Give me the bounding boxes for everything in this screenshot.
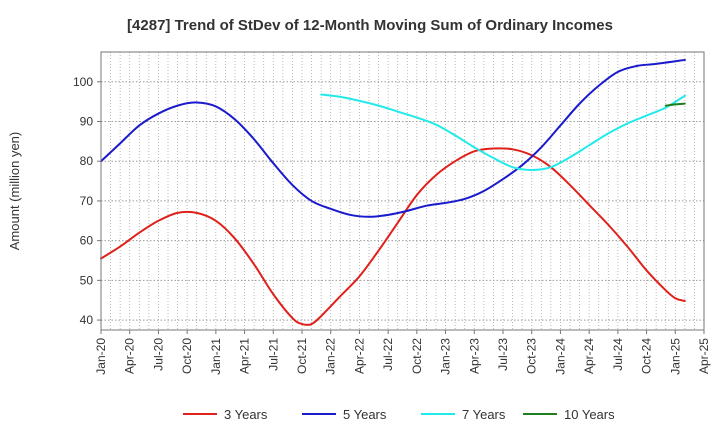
- chart-title: [4287] Trend of StDev of 12-Month Moving…: [127, 17, 613, 34]
- legend-label: 10 Years: [564, 407, 615, 422]
- x-tick-label: Jul-22: [381, 338, 395, 371]
- series-line-2: [100, 58, 686, 218]
- y-tick-label: 50: [80, 273, 94, 287]
- grid: [101, 52, 704, 330]
- legend-label: 7 Years: [462, 407, 506, 422]
- x-tick-label: Apr-23: [467, 338, 481, 374]
- x-axis-ticks: Jan-20 Apr-20 Jul-20 Oct-20 Jan-21 Apr-21 Jul-…: [94, 330, 711, 375]
- y-tick-label: 60: [80, 234, 94, 248]
- series-lines: [100, 58, 686, 326]
- x-tick-label: Jul-20: [151, 338, 165, 371]
- x-tick-label: Oct-23: [525, 338, 539, 374]
- y-tick-label: 40: [80, 313, 94, 327]
- x-tick-label: Apr-20: [123, 338, 137, 374]
- x-tick-label: Apr-21: [238, 338, 252, 374]
- x-tick-label: Jan-22: [324, 338, 338, 375]
- x-tick-label: Jan-24: [553, 338, 567, 375]
- x-tick-label: Jan-23: [439, 338, 453, 375]
- x-tick-label: Oct-22: [410, 338, 424, 374]
- x-tick-label: Jan-25: [668, 338, 682, 375]
- x-tick-label: Apr-22: [352, 338, 366, 374]
- series-line-3: [320, 93, 686, 171]
- y-axis-label: Amount (million yen): [7, 132, 22, 251]
- x-tick-label: Jul-21: [266, 338, 280, 371]
- legend-label: 5 Years: [343, 407, 387, 422]
- x-tick-label: Oct-20: [180, 338, 194, 374]
- x-tick-label: Oct-24: [640, 338, 654, 374]
- x-tick-label: Apr-24: [582, 338, 596, 374]
- y-axis-ticks: 40 50 60 70 80 90 100: [73, 75, 101, 327]
- x-tick-label: Apr-25: [697, 338, 711, 374]
- x-tick-label: Jan-21: [209, 338, 223, 375]
- series-line-1: [100, 147, 686, 326]
- plot-frame: [100, 51, 705, 331]
- series-line-4: [664, 102, 686, 107]
- y-tick-label: 90: [80, 115, 94, 129]
- y-tick-label: 70: [80, 194, 94, 208]
- x-tick-label: Oct-21: [295, 338, 309, 374]
- legend-label: 3 Years: [224, 407, 268, 422]
- x-tick-label: Jul-24: [611, 338, 625, 371]
- x-tick-label: Jul-23: [496, 338, 510, 371]
- x-tick-label: Jan-20: [94, 338, 108, 375]
- y-tick-label: 100: [73, 75, 93, 89]
- y-tick-label: 80: [80, 154, 94, 168]
- legend: 3 Years 5 Years 7 Years 10 Years: [183, 407, 615, 422]
